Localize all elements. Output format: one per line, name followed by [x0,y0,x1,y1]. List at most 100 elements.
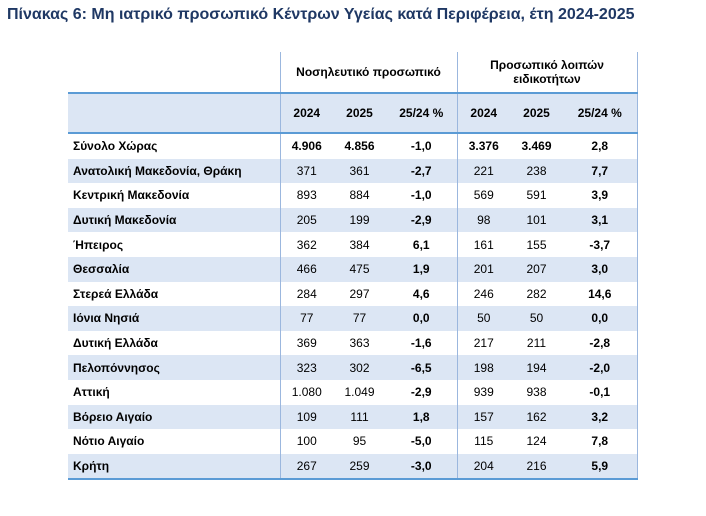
nursing-2024-cell: 284 [279,281,333,307]
other-2024-cell: 221 [456,158,510,184]
nursing-2024-cell: 205 [279,207,333,233]
nursing-pct-cell: 1,9 [386,256,457,282]
nursing-2025-cell: 199 [333,207,386,233]
other-2025-cell: 938 [526,385,547,400]
region-cell: Βόρειο Αιγαίο [68,404,280,430]
nursing-2025-cell: 361 [333,158,386,184]
other-pct-cell: 0,0 [563,306,638,331]
nursing-pct-cell: -6,5 [386,355,457,380]
nursing-2024-cell: 893 [279,183,333,208]
other-pct-cell: -3,7 [563,232,638,257]
nursing-pct-cell: 0,0 [386,306,457,331]
table-row: Θεσσαλία 466 475 1,9 201 207 3,0 [68,256,638,282]
table-row: Ιόνια Νησιά 77 77 0,0 50 50 0,0 [68,306,638,331]
other-pct-cell: 3,1 [563,207,638,233]
nursing-2024-cell: 369 [279,330,333,356]
region-cell: Ανατολική Μακεδονία, Θράκη [68,158,280,184]
region-cell: Θεσσαλία [68,256,280,282]
region-cell: Νότιο Αιγαίο [73,434,145,449]
nursing-pct-cell: -3,0 [386,453,457,481]
nursing-2025-cell: 111 [333,404,386,430]
nursing-pct-cell: -1,6 [410,336,432,351]
nursing-pct-cell: -5,0 [410,434,432,449]
nursing-2024-cell: 1.080 [279,379,333,405]
nursing-2025-cell: 884 [349,188,370,203]
nursing-2024-cell: 267 [279,453,333,481]
nursing-2025-header: 2025 [333,93,386,134]
year-header-row: 2024 2025 25/24 % 2024 2025 25/24 % [68,93,638,134]
other-2025-cell: 162 [510,404,563,430]
nursing-2025-cell: 259 [333,453,386,481]
other-2025-cell: 50 [510,306,563,331]
other-2025-cell: 124 [526,434,547,449]
nursing-2025-cell: 1.049 [344,385,375,400]
nursing-2025-cell: 475 [333,256,386,282]
nursing-2024-cell: 466 [279,256,333,282]
other-pct-cell: 14,6 [563,281,638,307]
nursing-2024-cell: 109 [279,404,333,430]
other-pct-cell: 2,8 [563,133,638,159]
other-2024-cell: 3.376 [456,133,510,159]
nursing-pct-cell: -2,9 [410,385,432,400]
other-2024-header: 2024 [456,93,510,134]
other-2025-cell: 216 [510,453,563,481]
other-2024-cell: 161 [456,232,510,257]
other-2025-cell: 194 [510,355,563,380]
other-pct-cell: 5,9 [563,453,638,481]
nursing-pct-cell: 6,1 [412,237,430,252]
region-cell: Πελοπόννησος [68,355,280,380]
other-2024-cell: 939 [456,379,510,405]
nursing-2024-cell: 323 [279,355,333,380]
total-row: Σύνολο Χώρας 4.906 4.856 -1,0 3.376 3.469 2,8 [68,133,638,159]
region-cell: Δυτική Ελλάδα [73,336,158,351]
other-2024-cell: 115 [456,429,510,454]
other-pct-cell: 7,8 [563,429,638,454]
other-2024-cell: 204 [456,453,510,481]
other-pct-cell: 3,0 [563,256,638,282]
nursing-pct-cell: 4,6 [412,286,430,301]
other-pct-cell: 3,9 [563,183,638,208]
table-row: Κρήτη 267 259 -3,0 204 216 5,9 [68,453,638,481]
nursing-pct-cell: 1,8 [386,404,457,430]
group-header-row: Νοσηλευτικό προσωπικό Προσωπικό λοιπών ε… [68,52,638,94]
nursing-pct-cell: -1,0 [410,139,432,154]
other-2025-cell: 282 [526,286,547,301]
nursing-2025-cell: 95 [352,434,367,449]
other-staff-header: Προσωπικό λοιπών ειδικοτήτων [456,52,638,94]
other-2025-cell: 591 [526,188,547,203]
other-2025-cell: 238 [510,158,563,184]
nursing-2025-cell: 4.856 [344,139,375,154]
region-cell: Κεντρική Μακεδονία [73,188,190,203]
nursing-staff-header: Νοσηλευτικό προσωπικό [279,52,457,94]
nursing-2024-header: 2024 [279,93,333,134]
nursing-pct-cell: -2,9 [386,207,457,233]
region-cell: Στερεά Ελλάδα [73,286,159,301]
region-cell: Ιόνια Νησιά [68,306,280,331]
other-2025-cell: 3.469 [521,139,552,154]
table-row: Δυτική Μακεδονία 205 199 -2,9 98 101 3,1 [68,207,638,233]
nursing-2024-cell: 100 [279,429,333,454]
nursing-pct-cell: -2,7 [386,158,457,184]
other-2024-cell: 157 [456,404,510,430]
other-pct-cell: 7,7 [563,158,638,184]
nursing-2025-cell: 363 [349,336,370,351]
table-row: Πελοπόννησος 323 302 -6,5 198 194 -2,0 [68,355,638,380]
nursing-2025-cell: 77 [333,306,386,331]
other-pct-cell: 3,2 [563,404,638,430]
table-row: Βόρειο Αιγαίο 109 111 1,8 157 162 3,2 [68,404,638,430]
nursing-2025-cell: 297 [349,286,370,301]
table-row: Νότιο Αιγαίο 100 95 -5,0 115 124 7,8 [68,429,638,454]
region-cell: Σύνολο Χώρας [73,139,158,154]
table-row: Ήπειρος 362 384 6,1 161 155 -3,7 [68,232,638,257]
nursing-2025-cell: 302 [333,355,386,380]
other-2025-cell: 155 [526,237,547,252]
region-cell: Κρήτη [68,453,280,481]
other-2024-cell: 50 [456,306,510,331]
nursing-2024-cell: 362 [279,232,333,257]
table-row: Στερεά Ελλάδα 284 297 4,6 246 282 14,6 [68,281,638,307]
other-2025-cell: 211 [526,336,547,351]
nursing-2024-cell: 77 [279,306,333,331]
table-row: Δυτική Ελλάδα 369 363 -1,6 217 211 -2,8 [68,330,638,356]
region-cell: Αττική [73,385,110,400]
nursing-2024-cell: 371 [279,158,333,184]
